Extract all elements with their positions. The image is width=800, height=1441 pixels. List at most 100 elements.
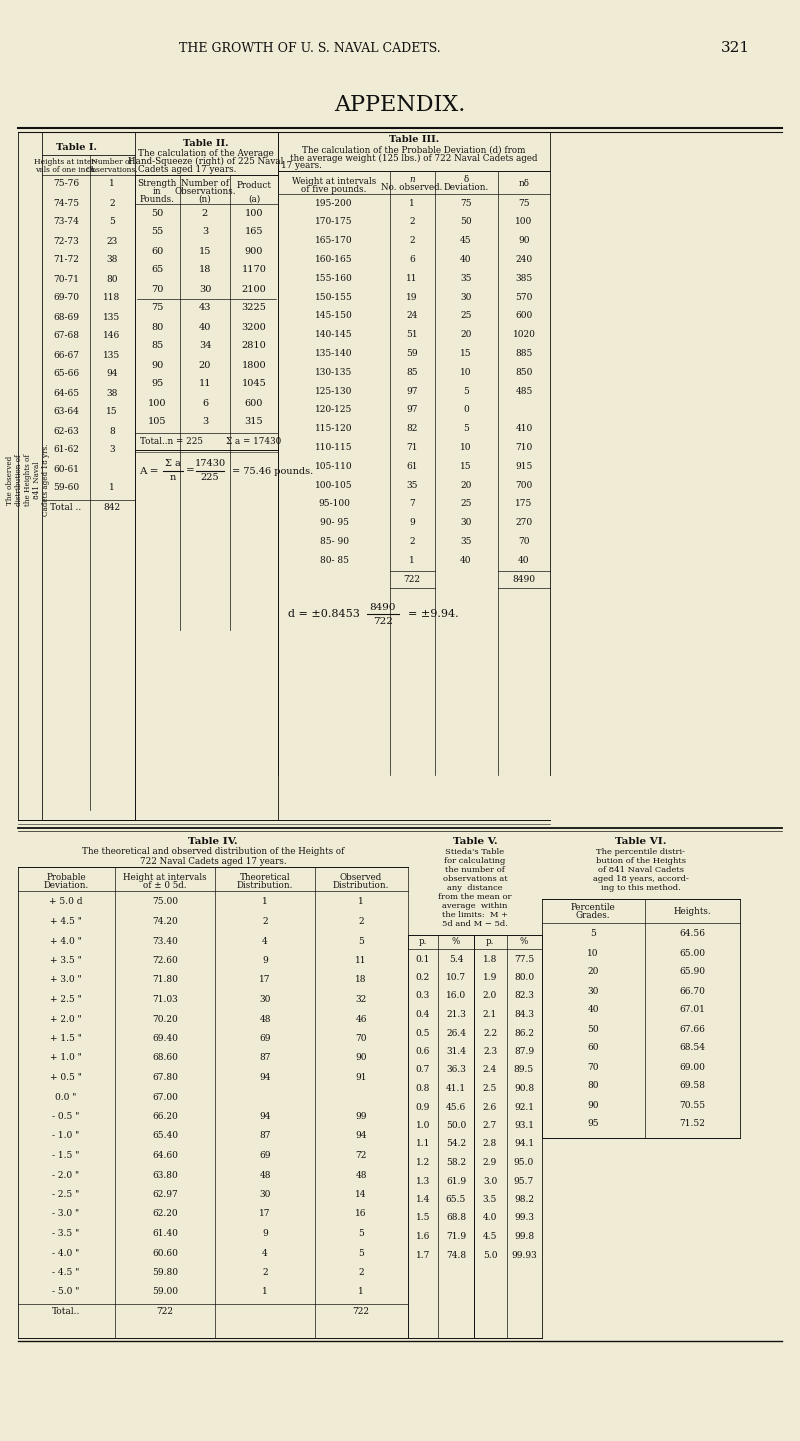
Text: 0.6: 0.6 [416,1048,430,1056]
Text: 84.3: 84.3 [514,1010,534,1019]
Text: Heights at inter-: Heights at inter- [34,159,98,166]
Text: for calculating: for calculating [444,857,506,865]
Text: 54.2: 54.2 [446,1140,466,1148]
Text: + 1.0 ": + 1.0 " [50,1053,82,1062]
Text: 80- 85: 80- 85 [319,556,349,565]
Text: 30: 30 [199,284,211,294]
Text: 70: 70 [355,1035,366,1043]
Text: from the mean or: from the mean or [438,893,512,901]
Text: 1.6: 1.6 [416,1232,430,1241]
Text: 100: 100 [245,209,263,218]
Text: 155-160: 155-160 [315,274,353,282]
Text: 74-75: 74-75 [53,199,79,208]
Text: 62.97: 62.97 [152,1190,178,1199]
Text: Strength: Strength [138,179,177,187]
Text: 68-69: 68-69 [53,313,79,321]
Text: 485: 485 [515,386,533,395]
Text: 9: 9 [262,955,268,965]
Text: 14: 14 [355,1190,366,1199]
Text: 80: 80 [587,1082,598,1091]
Text: 35: 35 [406,480,418,490]
Text: 100: 100 [515,218,533,226]
Text: 3.5: 3.5 [483,1195,497,1205]
Text: 99.93: 99.93 [511,1251,537,1259]
Text: 87: 87 [259,1131,270,1140]
Text: 0.7: 0.7 [416,1065,430,1075]
Text: 85- 90: 85- 90 [319,537,349,546]
Text: 94: 94 [259,1074,270,1082]
Text: + 4.0 ": + 4.0 " [50,937,82,945]
Text: 0.4: 0.4 [416,1010,430,1019]
Text: 97: 97 [406,386,418,395]
Text: 1: 1 [358,1287,364,1297]
Text: 80: 80 [106,274,118,284]
Text: 70: 70 [518,537,530,546]
Text: 4: 4 [262,1248,268,1258]
Text: Percentile: Percentile [570,902,615,912]
Text: 70: 70 [151,284,163,294]
Text: 51: 51 [406,330,418,339]
Text: 75: 75 [151,304,163,313]
Text: 71: 71 [406,442,418,452]
Text: 1.7: 1.7 [416,1251,430,1259]
Text: 68.60: 68.60 [152,1053,178,1062]
Text: 40: 40 [199,323,211,331]
Text: 0.3: 0.3 [416,991,430,1000]
Text: 11: 11 [406,274,418,282]
Text: 65: 65 [151,265,163,274]
Text: + 3.5 ": + 3.5 " [50,955,82,965]
Text: Observations.: Observations. [86,166,138,174]
Text: 77.5: 77.5 [514,954,534,964]
Text: + 4.5 ": + 4.5 " [50,916,82,927]
Text: 90: 90 [151,360,163,369]
Text: Theoretical: Theoretical [240,872,290,882]
Text: 66.20: 66.20 [152,1112,178,1121]
Text: 75-76: 75-76 [53,180,79,189]
Text: 8490: 8490 [370,602,396,611]
Text: Table V.: Table V. [453,837,498,846]
Text: - 3.5 ": - 3.5 " [52,1229,80,1238]
Text: 64.60: 64.60 [152,1151,178,1160]
Text: 38: 38 [106,389,118,398]
Text: A =: A = [139,467,158,476]
Text: 73-74: 73-74 [53,218,79,226]
Text: 55: 55 [151,228,163,236]
Text: 59-60: 59-60 [53,484,79,493]
Text: APPENDIX.: APPENDIX. [334,94,466,115]
Text: 8: 8 [109,427,115,435]
Text: 45.6: 45.6 [446,1102,466,1111]
Text: Σ a: Σ a [165,460,181,468]
Text: 2: 2 [358,1268,364,1277]
Text: 722 Naval Cadets aged 17 years.: 722 Naval Cadets aged 17 years. [140,856,286,866]
Text: 40: 40 [587,1006,598,1014]
Text: 20: 20 [460,480,472,490]
Text: 2.2: 2.2 [483,1029,497,1038]
Text: 80.0: 80.0 [514,973,534,981]
Text: 5: 5 [109,218,115,226]
Text: 2: 2 [409,236,415,245]
Text: 15: 15 [460,349,472,357]
Text: 20: 20 [460,330,472,339]
Text: 48: 48 [259,1014,270,1023]
Text: 2: 2 [409,537,415,546]
Text: 2.4: 2.4 [483,1065,497,1075]
Text: The calculation of the Average: The calculation of the Average [138,148,274,157]
Text: 45: 45 [460,236,472,245]
Text: 1: 1 [109,484,115,493]
Text: Cadets aged 17 years.: Cadets aged 17 years. [138,164,236,173]
Text: 94: 94 [355,1131,366,1140]
Text: observations at: observations at [442,875,507,883]
Text: 5d and M − 5d.: 5d and M − 5d. [442,919,508,928]
Text: 90- 95: 90- 95 [319,519,349,527]
Text: 92.1: 92.1 [514,1102,534,1111]
Text: No. observed.: No. observed. [382,183,442,193]
Text: Weight at intervals: Weight at intervals [292,176,376,186]
Text: 15: 15 [199,246,211,255]
Text: 120-125: 120-125 [315,405,353,415]
Text: 60: 60 [587,1043,598,1052]
Text: 1: 1 [262,898,268,906]
Text: 50: 50 [151,209,163,218]
Text: - 3.0 ": - 3.0 " [53,1209,79,1219]
Text: aged 18 years, accord-: aged 18 years, accord- [593,875,689,883]
Text: 90: 90 [518,236,530,245]
